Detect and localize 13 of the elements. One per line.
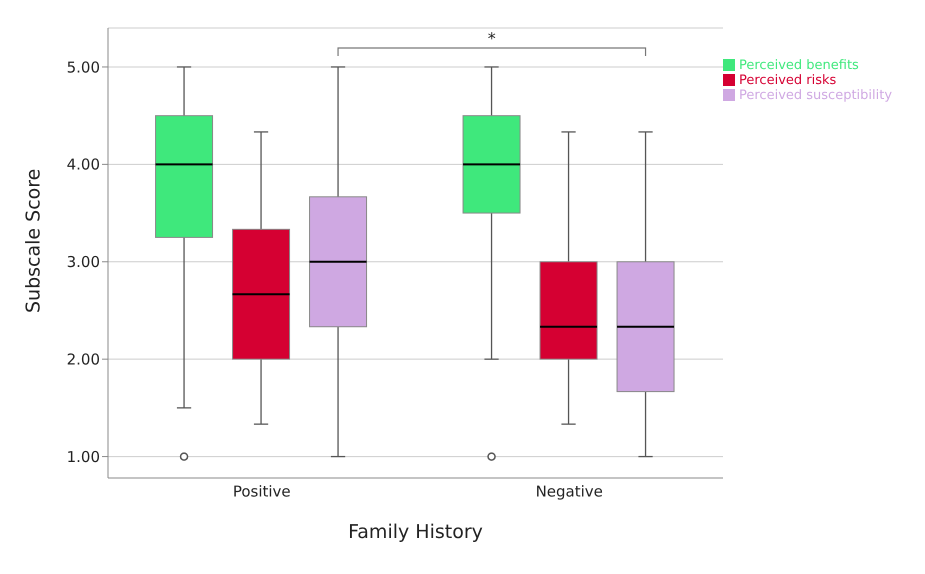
x-tick-label: Positive <box>232 482 291 501</box>
y-tick-label: 2.00 <box>66 350 100 368</box>
legend-label: Perceived susceptibility <box>739 88 892 103</box>
y-axis-title: Subscale Score <box>22 168 45 313</box>
y-tick-label: 3.00 <box>66 253 100 272</box>
y-tick-label: 4.00 <box>66 156 100 174</box>
y-tick-label: 1.00 <box>66 448 100 466</box>
y-tick-label: 5.00 <box>66 58 100 76</box>
legend-label: Perceived risks <box>739 73 836 88</box>
x-axis-title: Family History <box>348 521 483 543</box>
annotation: * <box>488 29 496 48</box>
x-tick-label: Negative <box>536 482 603 501</box>
legend-label: Perceived benefits <box>739 58 859 73</box>
